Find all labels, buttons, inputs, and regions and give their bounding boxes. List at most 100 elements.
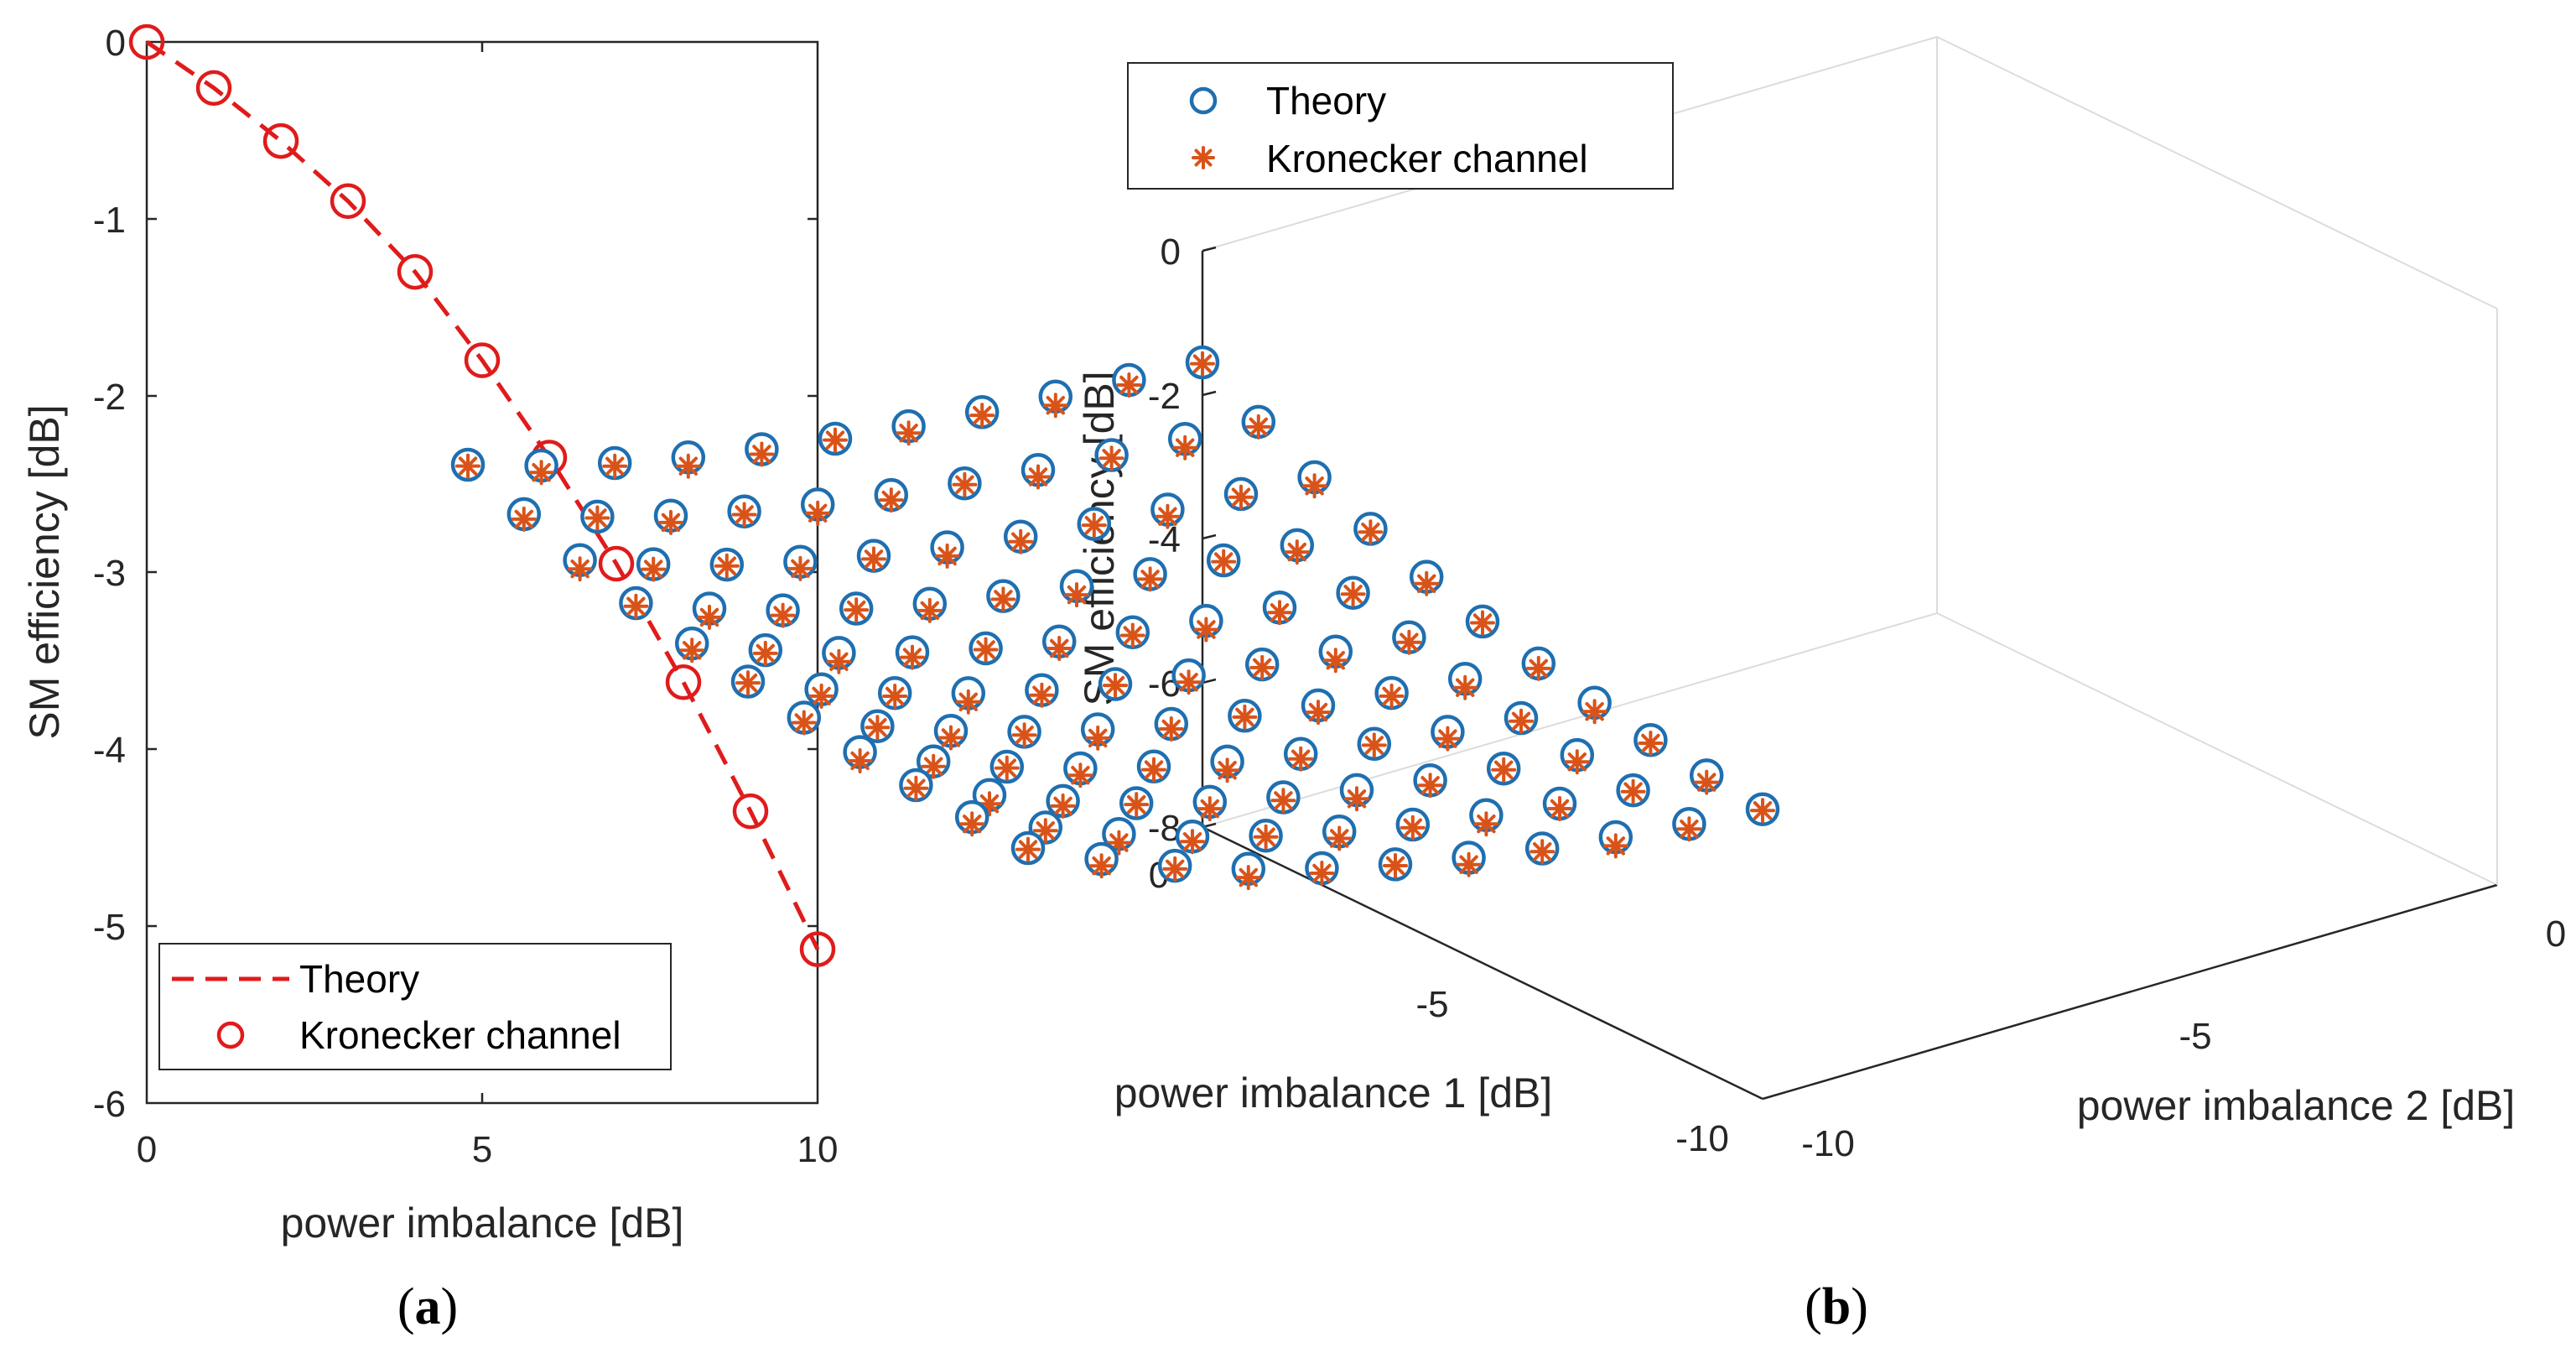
chart-b-kronecker-point-10-4: [1309, 861, 1335, 886]
chart-b-kronecker-point-6-2: [938, 725, 963, 751]
chart-b-kronecker-point-7-9: [1509, 708, 1534, 734]
chart-b-kronecker-point-3-6: [1064, 582, 1089, 608]
chart-b-kronecker-point-7-2: [994, 755, 1020, 781]
chart-b-kronecker-point-3-0: [623, 593, 649, 619]
chart-b-kronecker-point-3-2: [770, 602, 796, 628]
chart-a-marker-5: [464, 342, 501, 378]
chart-b-kronecker-point-1-0: [511, 506, 537, 532]
chart-b-axes-box: [1201, 35, 2498, 1101]
chart-b-kronecker-point-4-3: [900, 644, 925, 670]
chart-b-kronecker-point-0-9: [1116, 372, 1142, 398]
chart-b-kronecker-point-9-10: [1694, 769, 1720, 795]
panel-b-label: (b): [1805, 1278, 1868, 1335]
chart-b-kronecker-point-10-7: [1530, 839, 1555, 865]
chart-b-kronecker-point-8-6: [1344, 786, 1369, 812]
chart-b-kronecker-point-5-6: [1176, 669, 1202, 695]
chart-a-marker-1: [195, 70, 232, 107]
chart-b-kronecker-point-0-4: [749, 441, 775, 467]
chart-a-xlabel: power imbalance [dB]: [281, 1200, 684, 1247]
chart-b-kronecker-point-4-1: [752, 640, 778, 666]
chart-b-kronecker-point-4-8: [1267, 600, 1292, 626]
chart-a-plot-box: [145, 40, 819, 1105]
chart-b-kronecker-point-5-3: [955, 689, 981, 715]
chart-b-kronecker-point-4-9: [1340, 581, 1366, 607]
chart-a-ytick-4: -4: [93, 730, 126, 771]
chart-b-ytick-2: -10: [1801, 1123, 1855, 1164]
chart-b-kronecker-point-5-7: [1249, 654, 1275, 680]
chart-b-legend-theory-swatch: [1189, 86, 1218, 115]
chart-b-kronecker-point-1-2: [658, 509, 683, 535]
chart-b-x-axis: [1202, 825, 1763, 1101]
chart-a-legend-box: [158, 943, 672, 1070]
chart-b-kronecker-point-8-9: [1564, 749, 1590, 775]
chart-b-kronecker-point-4-5: [1046, 636, 1072, 661]
chart-b-kronecker-point-3-3: [844, 597, 870, 623]
chart-b-kronecker-point-2-7: [1081, 513, 1107, 539]
chart-b: 0 -2 -4 -6 -8 0 -5 -10 0 -5 -10 SM effic…: [450, 35, 2566, 1335]
chart-b-kronecker-point-0-6: [896, 420, 922, 446]
chart-b-z-tick-marks: [1202, 246, 1217, 829]
chart-b-kronecker-point-2-6: [1008, 528, 1034, 554]
chart-b-ztick-1: -2: [1148, 376, 1181, 417]
chart-b-kronecker-point-1-4: [805, 500, 831, 526]
chart-b-kronecker-point-9-3: [1180, 829, 1205, 855]
chart-a-xtick-1: 5: [472, 1129, 492, 1170]
chart-b-kronecker-point-2-0: [567, 556, 593, 582]
chart-b-kronecker-point-9-7: [1473, 811, 1499, 837]
chart-b-xlabel: power imbalance 1 [dB]: [1114, 1070, 1553, 1116]
chart-b-kronecker-point-10-3: [1235, 865, 1261, 891]
chart-a: 0 -1 -2 -3 -4 -5 -6 0 5 10 power imbalan…: [21, 23, 838, 1335]
chart-b-kronecker-point-10-1: [1088, 853, 1114, 879]
chart-b-data-points: [450, 345, 1780, 891]
chart-b-kronecker-point-0-7: [969, 403, 995, 429]
chart-b-kronecker-point-5-5: [1103, 673, 1128, 699]
chart-b-kronecker-point-2-1: [641, 556, 667, 582]
chart-b-kronecker-point-6-3: [1011, 722, 1037, 748]
chart-b-legend-box: [1127, 62, 1674, 190]
chart-a-ytick-1: -1: [93, 200, 126, 241]
chart-b-kronecker-point-10-6: [1456, 851, 1482, 877]
chart-b-kronecker-point-0-3: [675, 453, 701, 479]
chart-b-kronecker-point-4-4: [973, 637, 999, 663]
chart-b-kronecker-point-2-5: [934, 543, 960, 569]
chart-b-kronecker-point-5-2: [882, 684, 908, 709]
chart-a-theory-line: [145, 39, 820, 950]
chart-b-kronecker-point-9-1: [1032, 818, 1058, 844]
chart-b-legend: Theory Kronecker channel: [1127, 62, 1674, 190]
chart-b-kronecker-point-7-4: [1141, 757, 1166, 783]
chart-b-kronecker-point-0-2: [602, 453, 628, 479]
chart-a-xtick-2: 10: [797, 1129, 839, 1170]
chart-b-kronecker-point-2-4: [861, 546, 886, 572]
chart-a-legend-theory-label: Theory: [299, 957, 419, 1001]
chart-b-kronecker-point-9-4: [1253, 824, 1279, 850]
chart-b-kronecker-point-7-8: [1435, 726, 1461, 752]
chart-b-kronecker-point-3-5: [990, 586, 1016, 612]
chart-b-legend-kronecker-swatch: [1192, 146, 1215, 169]
chart-b-kronecker-point-8-2: [1050, 793, 1076, 819]
chart-a-marker-7: [598, 545, 635, 582]
chart-a-marker-3: [330, 183, 366, 219]
chart-b-kronecker-point-4-0: [679, 638, 705, 664]
chart-b-xtick-2: -10: [1675, 1118, 1729, 1159]
chart-a-marker-0: [128, 23, 165, 60]
chart-a-marker-9: [732, 793, 769, 830]
chart-b-kronecker-point-8-0: [903, 775, 929, 801]
chart-a-marker-4: [397, 253, 434, 290]
chart-b-kronecker-point-6-0: [791, 710, 817, 736]
chart-b-kronecker-point-8-7: [1417, 773, 1443, 799]
chart-b-kronecker-point-1-8: [1098, 445, 1124, 471]
chart-a-legend-kronecker-label: Kronecker channel: [299, 1013, 621, 1057]
chart-b-kronecker-point-9-0: [959, 811, 985, 837]
chart-a-tick-marks: [147, 42, 818, 1103]
chart-a-ytick-5: -5: [93, 907, 126, 948]
chart-b-kronecker-point-10-5: [1383, 853, 1408, 878]
chart-b-kronecker-point-6-4: [1085, 725, 1111, 751]
chart-b-kronecker-point-2-9: [1228, 484, 1254, 510]
chart-b-kronecker-point-3-9: [1284, 539, 1310, 565]
chart-b-kronecker-point-1-3: [731, 502, 757, 528]
chart-b-kronecker-point-1-7: [1026, 464, 1051, 490]
chart-a-marker-2: [262, 122, 299, 159]
chart-b-kronecker-point-5-0: [735, 670, 761, 696]
chart-b-kronecker-point-1-10: [1245, 414, 1271, 440]
chart-b-kronecker-point-5-4: [1029, 682, 1055, 708]
